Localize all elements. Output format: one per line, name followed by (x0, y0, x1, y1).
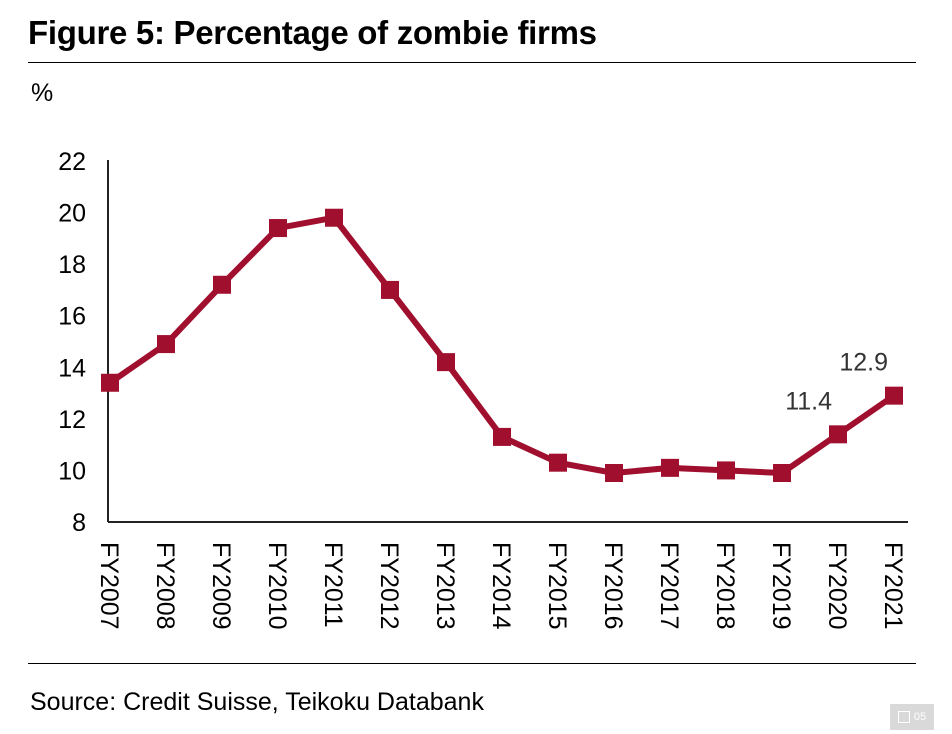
y-tick-label: 8 (72, 509, 86, 537)
data-point-marker (717, 461, 735, 480)
y-tick-label: 22 (58, 148, 86, 176)
x-tick-label: FY2010 (263, 542, 291, 630)
x-tick-label: FY2021 (879, 542, 907, 630)
data-label: 12.9 (839, 349, 888, 377)
x-tick-label: FY2016 (599, 542, 627, 630)
x-tick-label: FY2015 (543, 542, 571, 630)
y-axis-ticks: 8 10 12 14 16 18 20 22 (58, 148, 86, 537)
y-tick-label: 20 (58, 200, 86, 228)
data-point-marker (157, 335, 175, 354)
y-tick-label: 18 (58, 251, 86, 279)
slide-number: 05 (913, 711, 927, 723)
data-point-marker (269, 219, 287, 238)
title-rule (28, 62, 916, 63)
x-tick-label: FY2017 (655, 542, 683, 630)
chart-title: Figure 5: Percentage of zombie firms (28, 14, 597, 51)
source-note: Source: Credit Suisse, Teikoku Databank (30, 688, 484, 716)
x-tick-label: FY2012 (375, 542, 403, 630)
data-labels: 11.412.9 (785, 349, 888, 416)
data-point-marker (773, 464, 791, 483)
slides-icon (897, 711, 910, 723)
data-point-marker (885, 386, 903, 405)
data-point-marker (325, 208, 343, 227)
data-point-marker (493, 427, 511, 446)
data-point-marker (213, 275, 231, 294)
x-tick-label: FY2007 (95, 542, 123, 630)
data-point-marker (605, 464, 623, 483)
x-tick-label: FY2008 (151, 542, 179, 630)
data-point-marker (661, 458, 679, 477)
x-tick-label: FY2020 (823, 542, 851, 630)
data-point-marker (381, 280, 399, 299)
y-tick-label: 10 (58, 457, 86, 485)
y-tick-label: 12 (58, 406, 86, 434)
data-point-marker (549, 453, 567, 472)
x-tick-label: FY2011 (319, 542, 347, 628)
x-tick-label: FY2013 (431, 542, 459, 630)
data-label: 11.4 (785, 387, 832, 415)
y-tick-label: 16 (58, 303, 86, 331)
x-axis-ticks: FY2007 FY2008 FY2009 FY2010 FY2011 FY2012 FY20… (95, 542, 907, 630)
x-tick-label: FY2018 (711, 542, 739, 630)
x-tick-label: FY2014 (487, 542, 515, 630)
series-markers (101, 208, 903, 483)
x-tick-label: FY2009 (207, 542, 235, 630)
data-point-marker (829, 425, 847, 444)
data-point-marker (101, 373, 119, 392)
y-axis-unit-label: % (31, 79, 54, 107)
slide-badge: 05 (890, 704, 934, 730)
source-rule (28, 663, 916, 664)
y-tick-label: 14 (58, 354, 86, 382)
data-point-marker (437, 353, 455, 372)
x-tick-label: FY2019 (767, 542, 795, 630)
